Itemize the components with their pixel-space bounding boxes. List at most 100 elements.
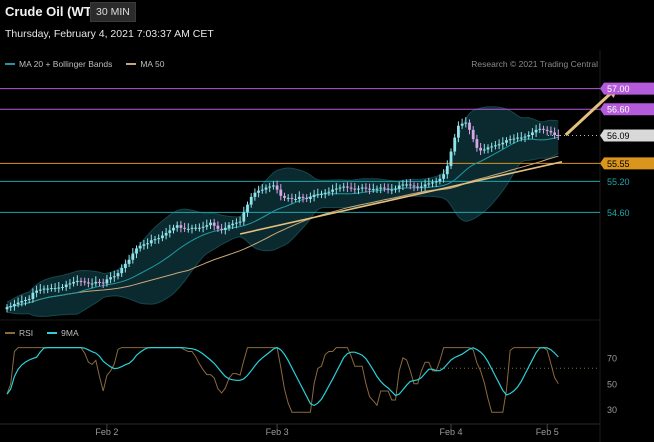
bollinger-upper-line: [6, 106, 559, 303]
candle-body: [416, 186, 420, 188]
candle-body: [279, 189, 283, 196]
candle-body: [512, 138, 516, 140]
candle-body: [453, 137, 457, 152]
candle-body: [153, 239, 157, 241]
rsi-legend-label: RSI: [19, 328, 34, 338]
candle-body: [75, 280, 79, 282]
candle-body: [24, 299, 27, 301]
bollinger-band-fill: [7, 106, 559, 317]
candle-body: [434, 181, 438, 183]
candle-body: [438, 178, 442, 182]
x-tick-label-0: Feb 2: [95, 427, 118, 437]
candle-body: [127, 259, 131, 264]
candle-body: [61, 287, 64, 289]
candle-body: [94, 281, 98, 284]
ma20-legend-label: MA 20 + Bollinger Bands: [19, 59, 113, 69]
candle-body: [13, 304, 16, 307]
candle-body: [260, 189, 264, 191]
candle-body: [242, 212, 246, 222]
candle-body: [375, 188, 379, 190]
candle-body: [353, 188, 357, 190]
support-trendline: [239, 161, 563, 235]
candle-body: [138, 245, 142, 249]
candle-body: [471, 129, 475, 140]
candle-body: [394, 188, 397, 190]
candle-body: [475, 139, 479, 148]
candle-body: [64, 284, 68, 288]
candle-body: [124, 263, 127, 268]
candle-body: [294, 198, 297, 200]
candle-body: [164, 232, 168, 236]
rsi-legend-swatch: [5, 332, 15, 334]
level-label-5: 54.60: [607, 208, 630, 218]
candle-body: [27, 298, 31, 300]
candle-body: [542, 128, 545, 130]
candle-body: [157, 238, 161, 240]
bollinger-lower-line: [6, 153, 559, 317]
level-label-box-1: [600, 103, 654, 116]
candle-body: [390, 189, 394, 191]
candle-body: [482, 149, 486, 151]
candle-body: [312, 194, 316, 197]
x-tick-label-1: Feb 3: [266, 427, 289, 437]
candle-body: [327, 191, 331, 193]
candle-body: [105, 279, 109, 284]
candle-body: [16, 302, 20, 305]
candle-body: [172, 227, 175, 231]
candle-body: [290, 197, 294, 199]
candle-body: [397, 185, 401, 189]
candle-body: [408, 184, 412, 186]
level-label-1: 56.60: [607, 105, 630, 115]
candle-body: [57, 287, 61, 289]
candle-body: [238, 221, 242, 223]
candle-body: [275, 185, 279, 190]
candle-body: [316, 194, 320, 196]
x-tick-label-3: Feb 5: [536, 427, 559, 437]
candle-body: [297, 196, 301, 199]
candle-body: [527, 135, 531, 137]
candle-body: [246, 204, 249, 213]
candle-body: [72, 281, 75, 284]
candle-body: [383, 187, 386, 189]
candle-body: [216, 225, 220, 229]
candle-body: [445, 165, 449, 175]
candle-body: [249, 196, 253, 205]
candle-body: [420, 186, 423, 188]
instrument-title: Crude Oil (WTI): [5, 4, 100, 19]
candle-body: [205, 225, 209, 227]
candle-body: [549, 130, 553, 133]
candle-body: [442, 174, 445, 179]
rsi-ma-legend-label: 9MA: [61, 328, 79, 338]
candle-body: [264, 187, 268, 190]
candle-body: [38, 289, 42, 291]
rsi-tick-label-2: 30: [607, 405, 617, 415]
candle-body: [268, 186, 272, 188]
candle-body: [168, 230, 172, 233]
candle-body: [334, 188, 338, 190]
candle-body: [253, 192, 257, 197]
candle-body: [109, 277, 112, 280]
candle-body: [364, 187, 368, 189]
candle-body: [46, 288, 50, 290]
candle-body: [431, 182, 434, 184]
candle-body: [198, 227, 201, 229]
candle-body: [553, 132, 556, 136]
candle-body: [501, 142, 505, 145]
interval-button[interactable]: 30 MIN: [90, 2, 136, 22]
level-label-box-2: [600, 129, 654, 142]
level-label-box-3: [600, 157, 654, 170]
price-legend: MA 20 + Bollinger Bands MA 50: [5, 59, 164, 69]
candle-body: [116, 273, 120, 277]
candle-body: [309, 196, 312, 199]
candle-body: [231, 223, 235, 226]
candle-body: [412, 185, 416, 187]
candle-body: [360, 187, 364, 189]
candle-body: [9, 306, 13, 308]
candle-body: [101, 282, 105, 284]
level-label-4: 55.20: [607, 177, 630, 187]
candle-body: [201, 226, 205, 228]
candle-body: [146, 243, 149, 245]
candle-body: [31, 292, 35, 299]
candle-body: [497, 144, 501, 146]
